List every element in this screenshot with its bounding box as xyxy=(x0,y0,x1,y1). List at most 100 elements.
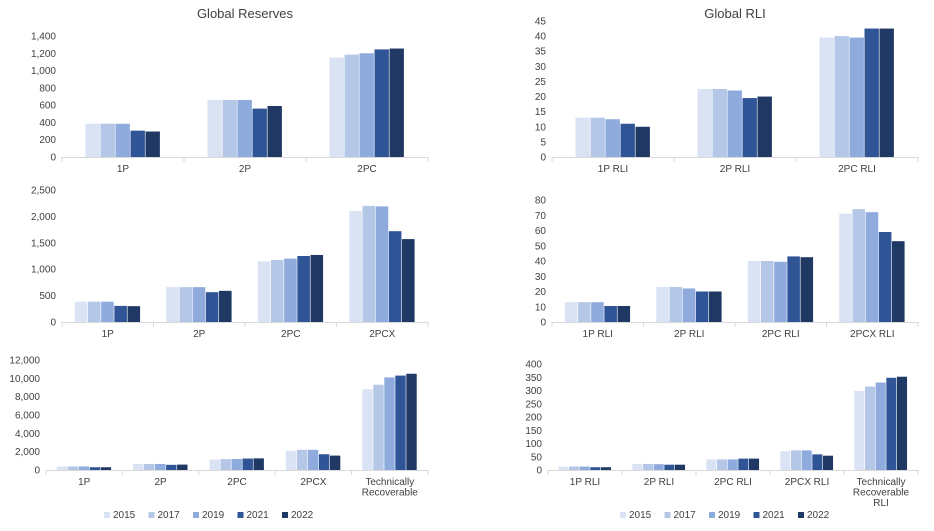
bar xyxy=(849,37,864,157)
legend-label: 2019 xyxy=(202,510,225,521)
bar xyxy=(375,206,389,322)
bar xyxy=(879,28,894,157)
bar xyxy=(854,391,865,470)
y-tick-label: 25 xyxy=(535,77,547,88)
bar xyxy=(297,256,310,322)
y-tick-label: 300 xyxy=(525,386,542,397)
x-tick-label: 2PC xyxy=(357,164,376,175)
bar xyxy=(87,301,101,322)
bar xyxy=(653,464,664,470)
bar xyxy=(886,377,897,470)
y-tick-label: 30 xyxy=(535,272,547,283)
bar xyxy=(569,466,580,470)
bar xyxy=(738,458,749,470)
y-tick-label: 60 xyxy=(535,226,547,237)
legend-swatch xyxy=(148,512,155,518)
bar xyxy=(579,466,590,470)
bar xyxy=(605,119,620,157)
bar xyxy=(179,287,193,322)
bar xyxy=(564,302,578,322)
bar xyxy=(67,466,79,470)
bar xyxy=(307,449,319,470)
y-tick-label: 350 xyxy=(525,373,542,384)
legend-swatch xyxy=(753,512,760,518)
y-tick-label: 1,200 xyxy=(31,49,56,60)
bar xyxy=(100,467,112,470)
bar xyxy=(590,117,605,157)
y-tick-label: 0 xyxy=(540,153,546,164)
bar xyxy=(89,467,101,470)
x-tick-label: 2PCX xyxy=(369,329,395,340)
legend-swatch xyxy=(193,512,199,518)
bar xyxy=(284,258,297,322)
bar xyxy=(373,384,384,470)
x-tick-label: 2PC xyxy=(281,329,300,340)
x-tick-label: 1P xyxy=(117,164,130,175)
bar xyxy=(362,389,373,470)
y-tick-label: 400 xyxy=(39,118,56,129)
bar xyxy=(674,464,686,470)
legend-label: 2017 xyxy=(674,510,697,521)
chart-3: 0 500 1,000 1,500 2,000 2,500 1P 2P 2PC 2PCX xyxy=(31,186,429,340)
bar xyxy=(310,254,324,322)
bar xyxy=(205,292,219,322)
y-tick-label: 2,500 xyxy=(31,186,56,197)
bar xyxy=(695,291,709,322)
bar xyxy=(727,90,742,157)
y-tick-label: 1,000 xyxy=(31,265,56,276)
y-tick-label: 40 xyxy=(535,257,547,268)
bar xyxy=(85,123,100,157)
bar xyxy=(207,99,222,157)
x-tick-label: 2P RLI xyxy=(674,329,704,340)
bar xyxy=(774,261,787,322)
bar xyxy=(145,131,160,157)
x-tick-label: 1P xyxy=(78,477,91,488)
bar xyxy=(591,302,604,322)
x-tick-label: 2PC RLI xyxy=(714,477,752,488)
legend-swatch xyxy=(237,512,244,518)
x-tick-label: 2P RLI xyxy=(644,477,674,488)
bar xyxy=(865,212,879,322)
legend-label: 2021 xyxy=(763,510,786,521)
y-tick-label: 50 xyxy=(531,452,543,463)
chart-4: 0 10 20 30 40 50 60 70 80 1P RLI 2P RLI 2PC RLI 2PCX… xyxy=(535,196,919,340)
bar xyxy=(374,49,389,158)
bar xyxy=(819,37,834,157)
bar xyxy=(748,458,760,470)
legend-label: 2015 xyxy=(113,510,136,521)
bar xyxy=(620,123,635,157)
bar xyxy=(267,106,282,157)
y-tick-label: 1,500 xyxy=(31,238,56,249)
y-tick-label: 10 xyxy=(535,122,547,133)
bar xyxy=(359,53,374,157)
bar xyxy=(133,463,144,470)
bar xyxy=(664,464,675,470)
y-tick-label: 0 xyxy=(536,466,542,477)
x-tick-label: Technically xyxy=(365,477,414,488)
chart-2: Global RLI 0 5 10 15 20 25 30 35 40 45 1P RLI 2P RLI… xyxy=(535,6,919,175)
bar xyxy=(257,261,271,322)
y-tick-label: 6,000 xyxy=(15,411,40,422)
y-tick-label: 10,000 xyxy=(9,374,40,385)
x-tick-label: 2PC RLI xyxy=(838,164,876,175)
bar xyxy=(697,89,712,157)
legend-swatch xyxy=(620,512,626,518)
x-tick-label: 2PCX RLI xyxy=(850,329,894,340)
bar xyxy=(617,305,631,322)
legend-swatch xyxy=(282,512,288,518)
x-tick-label: RLI xyxy=(873,498,889,509)
bar xyxy=(101,301,114,322)
legend-swatch xyxy=(798,512,804,518)
x-tick-label: Recoverable xyxy=(362,488,419,499)
bar xyxy=(791,450,802,470)
bar xyxy=(56,466,68,470)
bar xyxy=(865,386,876,470)
legend-label: 2017 xyxy=(158,510,181,521)
y-tick-label: 80 xyxy=(535,196,547,207)
chart-5: 0 2,000 4,000 6,000 8,000 10,000 12,000 1P 2P 2PC… xyxy=(9,356,429,499)
y-tick-label: 40 xyxy=(535,32,547,43)
y-tick-label: 600 xyxy=(39,101,56,112)
bar xyxy=(600,467,612,470)
bar xyxy=(395,375,406,470)
